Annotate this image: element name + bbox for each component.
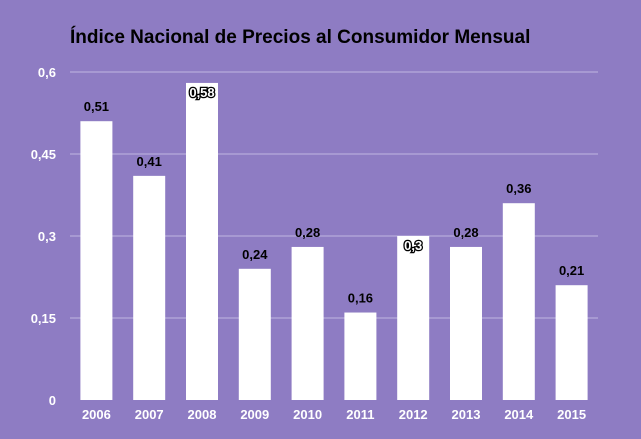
y-tick-label: 0,6 xyxy=(38,65,56,80)
data-label: 0,24 xyxy=(242,247,268,262)
x-tick-label: 2010 xyxy=(293,407,322,422)
x-tick-label: 2006 xyxy=(82,407,111,422)
data-label: 0,3 xyxy=(404,238,422,253)
bar xyxy=(502,203,535,400)
x-tick-label: 2008 xyxy=(188,407,217,422)
data-label: 0,51 xyxy=(84,99,109,114)
y-tick-label: 0,3 xyxy=(38,229,56,244)
bar xyxy=(133,175,166,400)
data-label: 0,21 xyxy=(559,263,584,278)
x-tick-label: 2014 xyxy=(504,407,534,422)
y-tick-label: 0 xyxy=(49,393,56,408)
data-label: 0,41 xyxy=(137,154,162,169)
bar xyxy=(344,312,377,400)
bar xyxy=(450,246,482,400)
bar xyxy=(238,268,271,400)
data-label: 0,58 xyxy=(189,85,214,100)
data-label: 0,16 xyxy=(348,291,373,306)
data-label: 0,28 xyxy=(453,225,478,240)
x-tick-label: 2009 xyxy=(240,407,269,422)
chart-title: Índice Nacional de Precios al Consumidor… xyxy=(70,27,531,48)
x-tick-label: 2011 xyxy=(346,407,374,422)
bar xyxy=(291,246,324,400)
bar xyxy=(397,236,430,400)
data-label: 0,36 xyxy=(506,181,531,196)
x-tick-label: 2012 xyxy=(399,407,428,422)
x-tick-label: 2007 xyxy=(135,407,164,422)
y-tick-label: 0,45 xyxy=(31,147,56,162)
y-tick-label: 0,15 xyxy=(31,311,56,326)
bar xyxy=(80,121,113,400)
bar xyxy=(555,285,588,400)
x-tick-label: 2015 xyxy=(557,407,586,422)
x-tick-label: 2013 xyxy=(452,407,481,422)
bar xyxy=(186,82,218,400)
data-label: 0,28 xyxy=(295,225,320,240)
